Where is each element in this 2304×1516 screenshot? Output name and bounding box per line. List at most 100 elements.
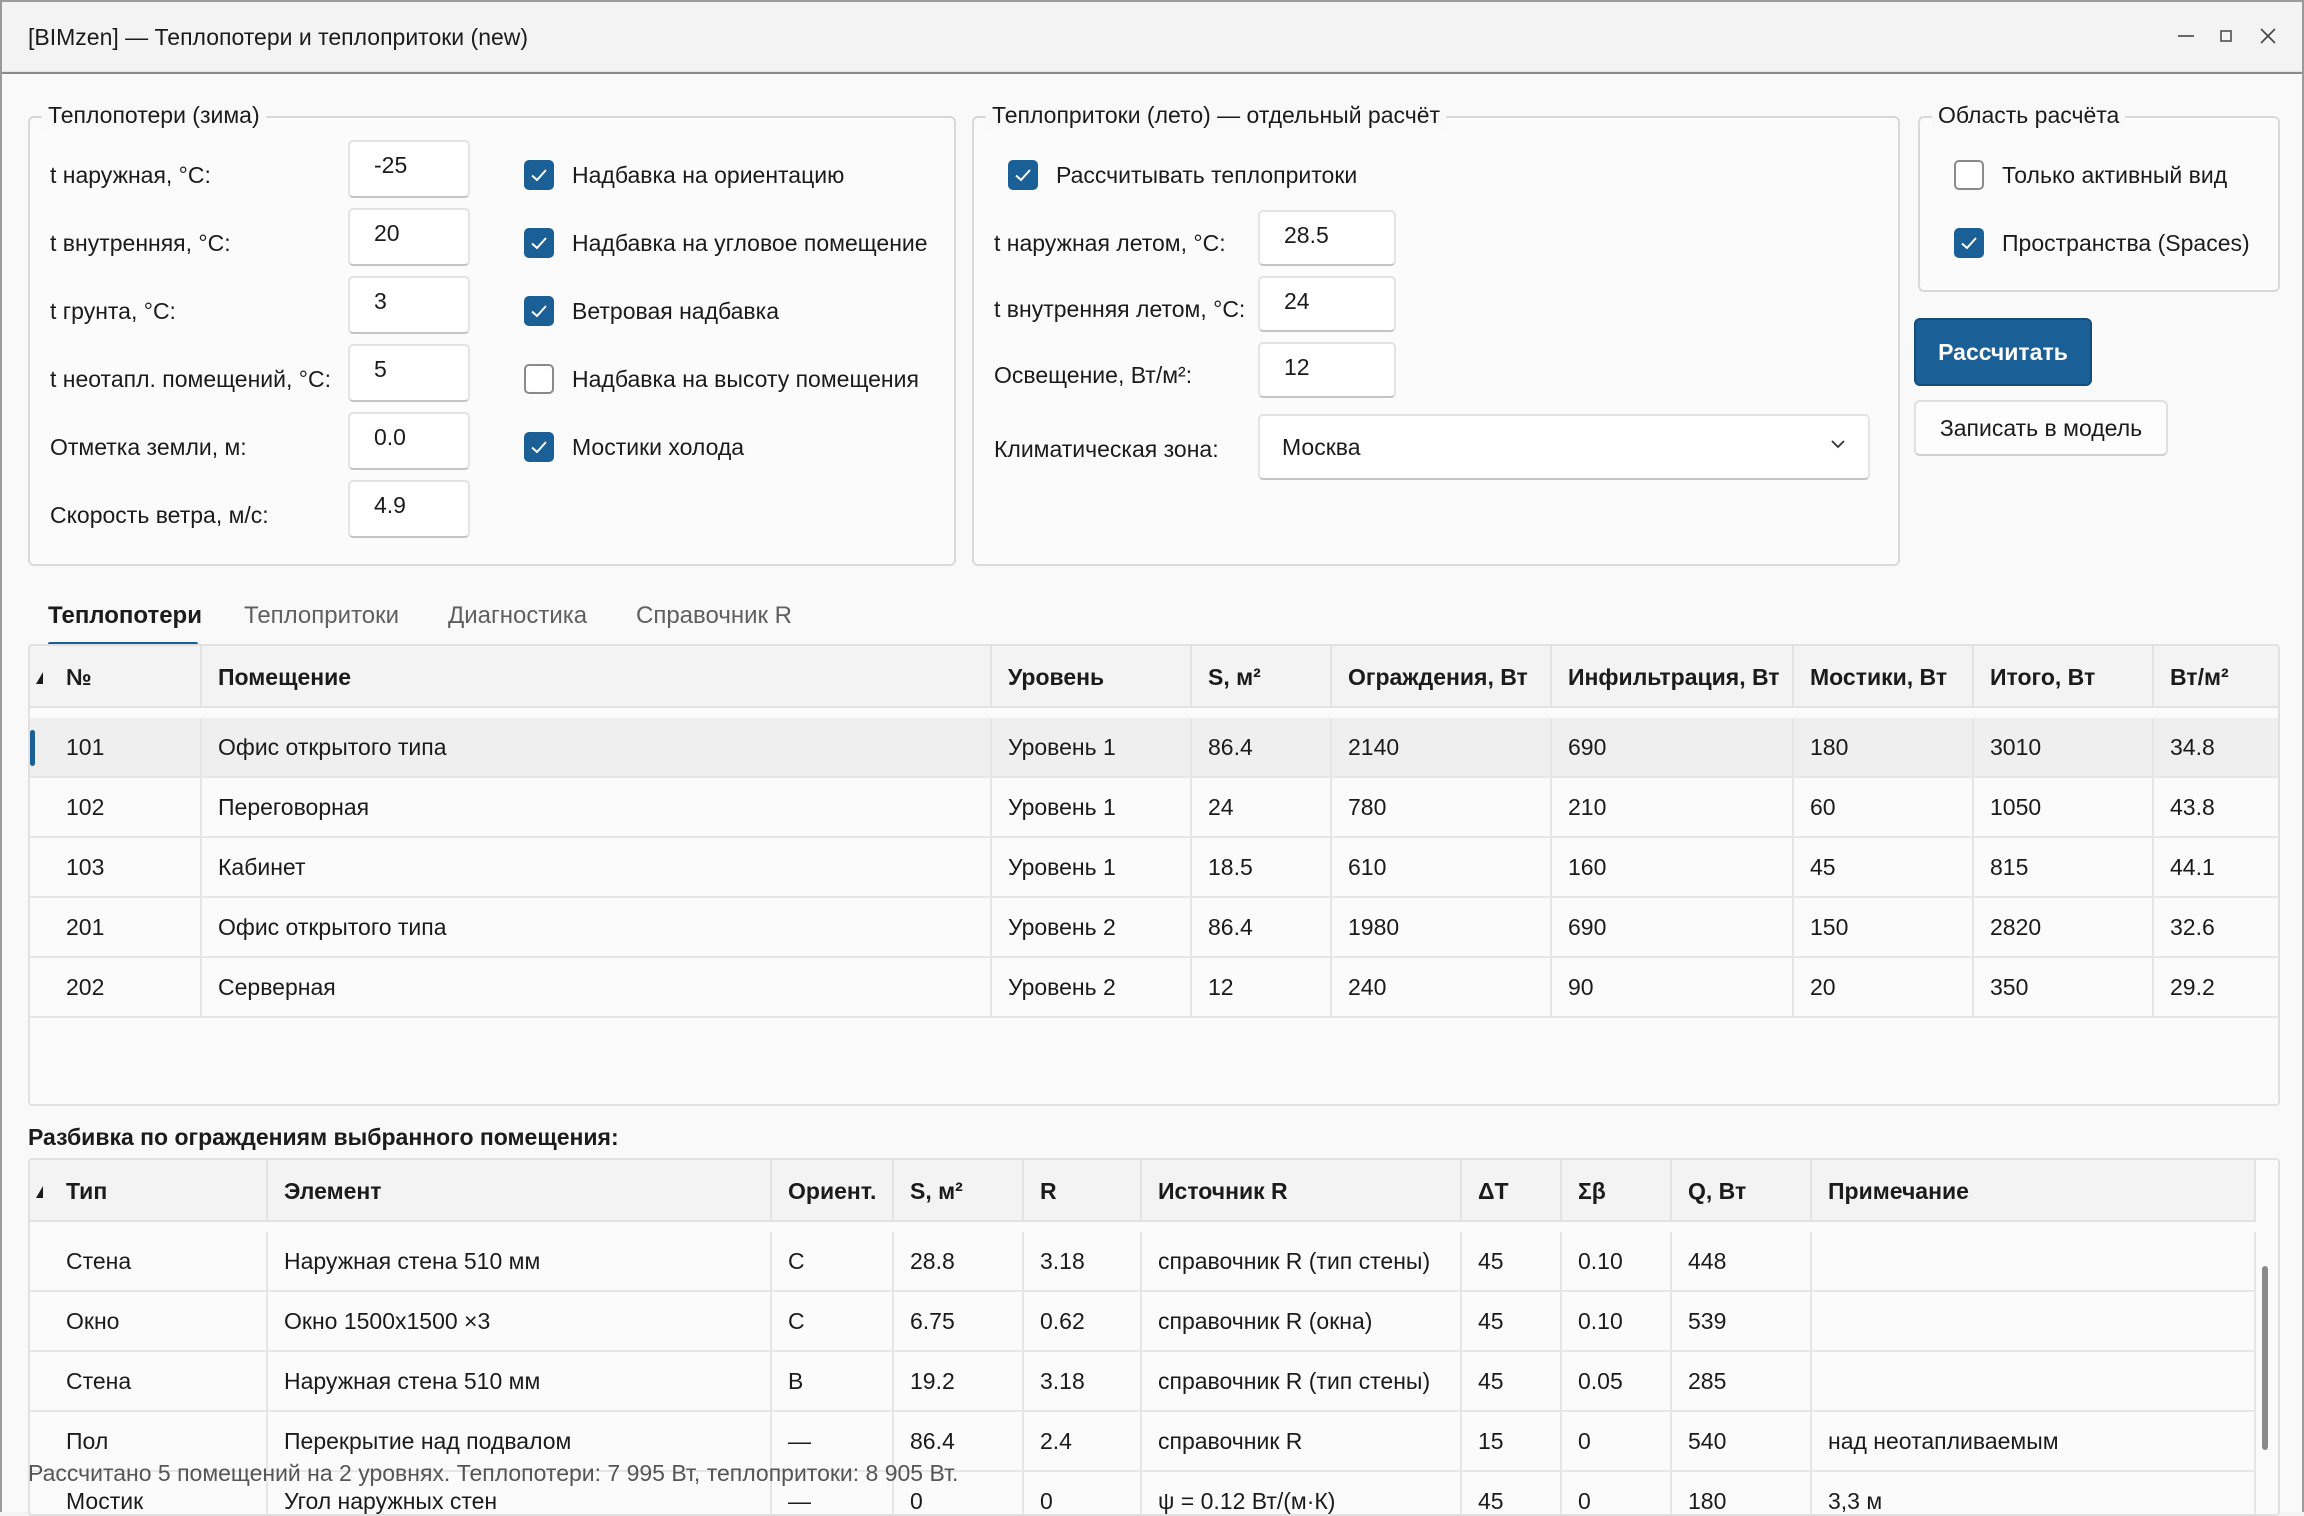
table-row[interactable]: Окно Окно 1500x1500 ×3 С 6.75 0.62 справ…	[30, 1292, 2256, 1352]
t-outdoor-input[interactable]: -25	[348, 140, 470, 198]
cell-total: 2820	[1974, 898, 2154, 956]
table-row[interactable]: Мостик Угол наружных стен — 0 0 ψ = 0.12…	[30, 1472, 2256, 1514]
cell-infiltration: 160	[1552, 838, 1794, 896]
tab-heat-losses[interactable]: Теплопотери	[48, 602, 202, 629]
tab-r-reference[interactable]: Справочник R	[636, 602, 792, 629]
close-icon[interactable]	[2248, 16, 2288, 56]
cell-sum-beta: 0.05	[1562, 1352, 1672, 1410]
cell-per-area: 44.1	[2170, 854, 2215, 880]
table-row[interactable]: 202 Серверная Уровень 2 12 240 90 20 350…	[30, 958, 2278, 1018]
scope-group: Область расчёта Только активный вид Прос…	[1918, 102, 2280, 292]
col-room[interactable]: Помещение	[202, 646, 992, 708]
cell-level: Уровень 1	[992, 778, 1192, 836]
sort-indicator-icon[interactable]	[36, 672, 43, 684]
t-outdoor-label: t наружная, °C:	[50, 162, 211, 188]
cell-level: Уровень 2	[992, 898, 1192, 956]
calculate-button[interactable]: Рассчитать	[1914, 318, 2092, 386]
col-bridges[interactable]: Мостики, Вт	[1794, 646, 1974, 708]
breakdown-scrollbar[interactable]	[2262, 1266, 2268, 1450]
cell-bridges: 45	[1794, 838, 1974, 896]
climate-zone-select[interactable]: Москва	[1258, 414, 1870, 480]
cell-b-area: 86.4	[894, 1412, 1024, 1470]
col-orientation[interactable]: Ориент.	[772, 1160, 894, 1222]
cell-per-area: 29.2	[2170, 974, 2215, 1000]
col-type[interactable]: Тип	[50, 1160, 268, 1222]
cell-envelope: 780	[1332, 778, 1552, 836]
lighting-input[interactable]: 12	[1258, 342, 1396, 398]
t-indoor-input[interactable]: 20	[348, 208, 470, 266]
col-r[interactable]: R	[1024, 1160, 1142, 1222]
t-ground-input[interactable]: 3	[348, 276, 470, 334]
col-sum-beta[interactable]: Σβ	[1562, 1160, 1672, 1222]
cell-delta-t: 45	[1462, 1352, 1562, 1410]
cell-r-source: ψ = 0.12 Вт/(м·К)	[1142, 1472, 1462, 1514]
room-height-checkbox[interactable]	[524, 364, 554, 394]
table-row[interactable]: 201 Офис открытого типа Уровень 2 86.4 1…	[30, 898, 2278, 958]
cell-note	[1812, 1292, 2256, 1350]
col-infiltration[interactable]: Инфильтрация, Вт	[1552, 646, 1794, 708]
sort-indicator-icon[interactable]	[36, 1186, 43, 1198]
col-area[interactable]: S, м²	[1192, 646, 1332, 708]
col-envelope[interactable]: Ограждения, Вт	[1332, 646, 1552, 708]
table-row[interactable]: 101 Офис открытого типа Уровень 1 86.4 2…	[30, 718, 2278, 778]
calc-gains-checkbox[interactable]	[1008, 160, 1038, 190]
cell-delta-t: 15	[1462, 1412, 1562, 1470]
col-delta-t[interactable]: ΔT	[1462, 1160, 1562, 1222]
table-row[interactable]: Стена Наружная стена 510 мм С 28.8 3.18 …	[30, 1232, 2256, 1292]
col-number[interactable]: №	[50, 646, 202, 708]
cell-area: 86.4	[1192, 718, 1332, 776]
tab-diagnostics[interactable]: Диагностика	[448, 602, 588, 629]
checkmark-icon	[531, 441, 547, 454]
col-level[interactable]: Уровень	[992, 646, 1192, 708]
cell-type: Пол	[50, 1412, 268, 1470]
cell-element: Угол наружных стен	[268, 1472, 772, 1514]
cell-envelope: 610	[1332, 838, 1552, 896]
table-row[interactable]: Пол Перекрытие над подвалом — 86.4 2.4 с…	[30, 1412, 2256, 1472]
breakdown-title: Разбивка по ограждениям выбранного помещ…	[28, 1124, 619, 1150]
t-indoor-summer-label: t внутренняя летом, °C:	[994, 296, 1246, 322]
col-note[interactable]: Примечание	[1812, 1160, 2256, 1222]
active-view-checkbox[interactable]	[1954, 160, 1984, 190]
cell-b-area: 6.75	[894, 1292, 1024, 1350]
t-indoor-summer-input[interactable]: 24	[1258, 276, 1396, 332]
calc-gains-checkbox-label: Рассчитывать теплопритоки	[1056, 162, 1358, 188]
orientation-checkbox[interactable]	[524, 160, 554, 190]
cell-type: Окно	[50, 1292, 268, 1350]
winter-group: Теплопотери (зима) t наружная, °C: -25 t…	[28, 102, 956, 566]
col-b-area[interactable]: S, м²	[894, 1160, 1024, 1222]
t-outdoor-summer-input[interactable]: 28.5	[1258, 210, 1396, 266]
table-row[interactable]: 103 Кабинет Уровень 1 18.5 610 160 45 81…	[30, 838, 2278, 898]
cell-q: 539	[1672, 1292, 1812, 1350]
col-q[interactable]: Q, Вт	[1672, 1160, 1812, 1222]
cell-number: 103	[50, 838, 202, 896]
table-row[interactable]: 102 Переговорная Уровень 1 24 780 210 60…	[30, 778, 2278, 838]
col-element[interactable]: Элемент	[268, 1160, 772, 1222]
write-to-model-button[interactable]: Записать в модель	[1914, 400, 2168, 456]
spaces-checkbox[interactable]	[1954, 228, 1984, 258]
summer-group: Теплопритоки (лето) — отдельный расчёт Р…	[972, 102, 1900, 566]
col-per-area[interactable]: Вт/м²	[2170, 664, 2229, 690]
wind-checkbox[interactable]	[524, 296, 554, 326]
cell-sum-beta: 0.10	[1562, 1292, 1672, 1350]
wind-speed-label: Скорость ветра, м/с:	[50, 502, 269, 528]
t-unheated-input[interactable]: 5	[348, 344, 470, 402]
cell-note	[1812, 1232, 2256, 1290]
ground-level-input[interactable]: 0.0	[348, 412, 470, 470]
cell-sum-beta: 0	[1562, 1472, 1672, 1514]
cell-r-source: справочник R	[1142, 1412, 1462, 1470]
climate-zone-label: Климатическая зона:	[994, 436, 1219, 462]
cell-number: 202	[50, 958, 202, 1016]
table-row[interactable]: Стена Наружная стена 510 мм В 19.2 3.18 …	[30, 1352, 2256, 1412]
thermal-bridges-checkbox[interactable]	[524, 432, 554, 462]
maximize-icon[interactable]	[2206, 16, 2246, 56]
cell-type: Мостик	[50, 1472, 268, 1514]
col-r-source[interactable]: Источник R	[1142, 1160, 1462, 1222]
minimize-icon[interactable]	[2166, 16, 2206, 56]
tab-heat-gains[interactable]: Теплопритоки	[244, 602, 400, 629]
breakdown-table-header: Тип Элемент Ориент. S, м² R Источник R Δ…	[30, 1160, 2256, 1222]
corner-room-checkbox[interactable]	[524, 228, 554, 258]
cell-delta-t: 45	[1462, 1292, 1562, 1350]
t-indoor-label: t внутренняя, °C:	[50, 230, 231, 256]
col-total[interactable]: Итого, Вт	[1974, 646, 2154, 708]
wind-speed-input[interactable]: 4.9	[348, 480, 470, 538]
